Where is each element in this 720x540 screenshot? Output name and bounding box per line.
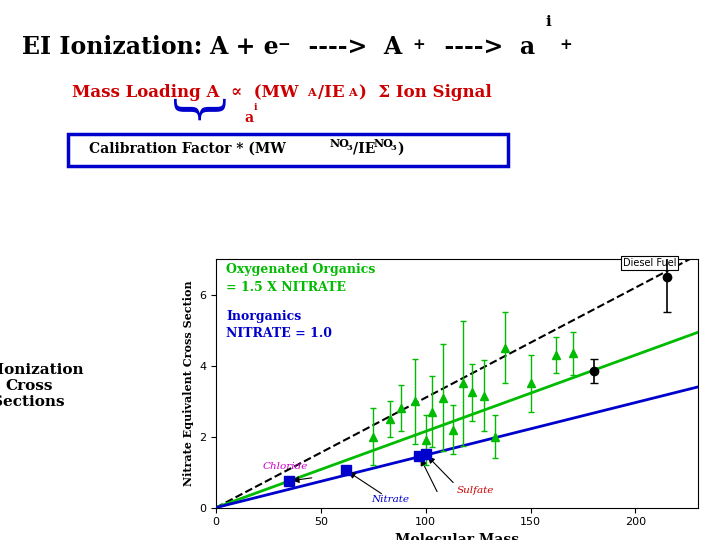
- Text: A + e: A + e: [209, 35, 279, 59]
- Text: )  Σ Ion Signal: ) Σ Ion Signal: [359, 84, 491, 100]
- Text: }: }: [163, 97, 218, 132]
- Text: NITRATE = 1.0: NITRATE = 1.0: [227, 327, 333, 340]
- FancyBboxPatch shape: [68, 134, 508, 166]
- Text: i: i: [545, 15, 551, 29]
- Text: Mass Loading A  ∝  (MW: Mass Loading A ∝ (MW: [72, 84, 299, 100]
- Text: A: A: [348, 87, 357, 98]
- Text: NO: NO: [330, 138, 349, 148]
- Y-axis label: Nitrate Equivalent Cross Section: Nitrate Equivalent Cross Section: [183, 281, 194, 486]
- Text: Sulfate: Sulfate: [457, 487, 495, 495]
- Text: ): ): [397, 141, 403, 156]
- X-axis label: Molecular Mass: Molecular Mass: [395, 533, 519, 540]
- Text: Oxygenated Organics: Oxygenated Organics: [227, 264, 376, 276]
- Text: /IE: /IE: [354, 141, 376, 156]
- Text: EI Ionization:: EI Ionization:: [22, 35, 202, 59]
- Text: A: A: [307, 87, 315, 98]
- Text: = 1.5 X NITRATE: = 1.5 X NITRATE: [227, 281, 346, 294]
- Text: 3: 3: [347, 144, 353, 152]
- Text: Diesel Fuel: Diesel Fuel: [623, 258, 676, 268]
- Text: NO: NO: [373, 138, 393, 148]
- Text: +: +: [413, 38, 426, 52]
- Text: a: a: [245, 111, 254, 125]
- Text: Chloride: Chloride: [262, 462, 307, 470]
- Text: ---->  A: ----> A: [292, 35, 402, 59]
- Text: EI Ionization
Cross
Sections: EI Ionization Cross Sections: [0, 363, 84, 409]
- Text: Calibration Factor * (MW: Calibration Factor * (MW: [89, 141, 286, 156]
- Text: Inorganics: Inorganics: [227, 309, 302, 322]
- Text: −: −: [277, 38, 290, 52]
- Text: Nitrate: Nitrate: [372, 495, 409, 504]
- Text: ---->  a: ----> a: [428, 35, 536, 59]
- Text: /IE: /IE: [318, 84, 345, 100]
- Text: +: +: [559, 38, 572, 52]
- Text: 3: 3: [390, 144, 396, 152]
- Text: i: i: [253, 103, 257, 112]
